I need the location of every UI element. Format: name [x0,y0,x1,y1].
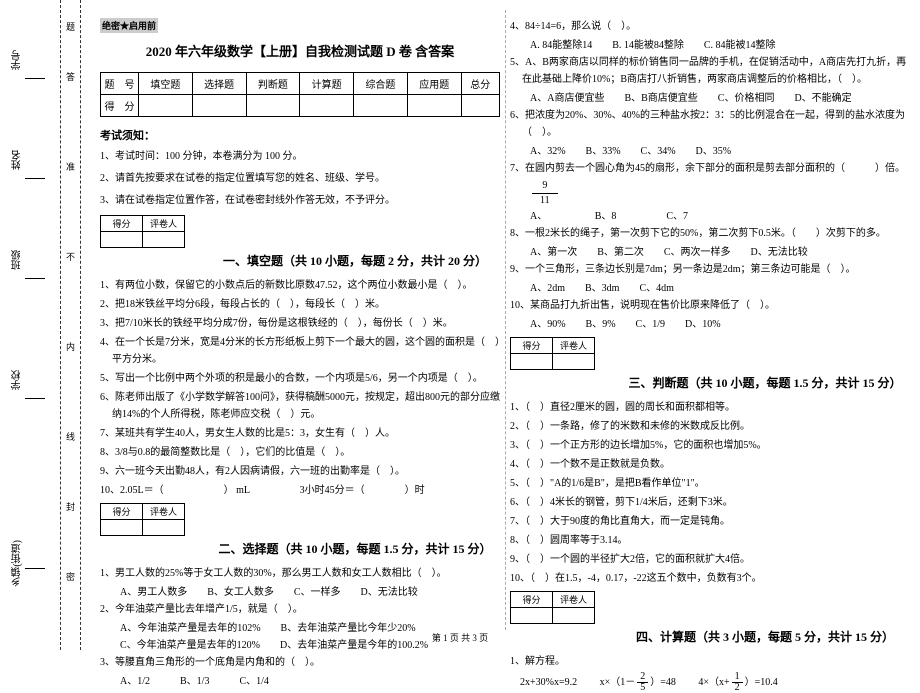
q2-8-opts: A、第一次 B、第二次 C、两次一样多 D、无法比较 [510,244,910,261]
q3-6: 6、（ ）4米长的钢管，剪下1/4米后，还剩下3米。 [510,494,910,511]
binding-underline [25,568,45,569]
right-page: 4、84÷14=6，那么说（ ）。 A. 84能整除14 B. 14能被84整除… [510,18,910,693]
q2-2: 2、今年油菜产量比去年增产1/5，就是（ ）。 [100,601,500,618]
q2-9-opts: A、2dm B、3dm C、4dm [510,280,910,297]
q1-7: 7、某班共有学生40人，男女生人数的比是5：3，女生有（ ）人。 [100,425,500,442]
q4-1: 1、解方程。 [510,653,910,670]
section-3-title: 三、判断题（共 10 小题，每题 1.5 分，共计 15 分） [620,374,910,391]
mark-table-1: 得分评卷人 [100,215,185,248]
q1-3: 3、把7/10米长的铁经平均分成7份，每份是这根铁经的（ ），每份长（ ）米。 [100,315,500,332]
q3-8: 8、（ ）圆周率等于3.14。 [510,532,910,549]
left-page: 绝密★启用前 2020 年六年级数学【上册】自我检测试题 D 卷 含答案 题 号… [100,18,500,690]
seal-char: 题 [66,20,75,33]
notice-3: 3、请在试卷指定位置作答，在试卷密封线外作答无效，不予评分。 [100,193,500,209]
section-2-title: 二、选择题（共 10 小题，每题 1.5 分，共计 15 分） [210,540,500,557]
q1-10: 10、2.05L＝（ ） mL 3小时45分＝（ ）时 [100,482,500,499]
q4-equations: 2x+30%x=9.2 x×（1－25）=48 4×（x+12）=10.4 [510,672,910,693]
q1-9: 9、六一班今天出勤48人，有2人因病请假，六一班的出勤率是（ ）。 [100,463,500,480]
q2-4-opts: A. 84能整除14 B. 14能被84整除 C. 84能被14整除 [510,37,910,54]
binding-label: 班级 [10,250,25,270]
binding-underline [25,178,45,179]
notice-heading: 考试须知： [100,127,500,143]
binding-label: 姓名 [10,150,25,170]
q2-7-opts-text: A、 B、8 C、7 [530,211,688,222]
binding-underline [25,398,45,399]
q3-5: 5、（ ）"A的1/6是B"，是把B看作单位"1"。 [510,475,910,492]
binding-underline [25,278,45,279]
seal-char: 答 [66,70,75,83]
q1-8: 8、3/8与0.8的最简整数比是（ ），它们的比值是（ ）。 [100,444,500,461]
notice-1: 1、考试时间：100 分钟，本卷满分为 100 分。 [100,149,500,165]
q2-10-opts: A、90% B、9% C、1/9 D、10% [510,316,910,333]
score-row-header: 题 号 填空题 选择题 判断题 计算题 综合题 应用题 总分 [101,73,500,95]
q2-6: 6、把浓度为20%、30%、40%的三种盐水按2：3：5的比例混合在一起，得到的… [510,107,910,141]
q2-3: 3、等腰直角三角形的一个底角是内角和的（ ）。 [100,654,500,671]
q1-4: 4、在一个长是7分米，宽是4分米的长方形纸板上剪下一个最大的圆，这个圆的面积是（… [100,334,500,368]
dashed-line-b [80,0,81,650]
q3-7: 7、（ ）大于90度的角比直角大，而一定是钝角。 [510,513,910,530]
seal-char: 不 [66,250,75,263]
secrecy-mark: 绝密★启用前 [100,18,158,33]
q3-10: 10、（ ）在1.5，-4，0.17，-22这五个数中，负数有3个。 [510,570,910,587]
binding-label: 学号 [10,50,25,70]
binding-column: 学号姓名班级学校乡镇(街道) 题答准不内线封密 [0,0,90,650]
q3-3: 3、（ ）一个正方形的边长增加5%，它的面积也增加5%。 [510,437,910,454]
q2-5: 5、A、B两家商店以同样的标价销售同一品牌的手机，在促销活动中，A商店先打九折，… [510,54,910,88]
q2-10: 10、某商品打九折出售，说明现在售价比原来降低了（ ）。 [510,297,910,314]
q1-6: 6、陈老师出版了《小学数学解答100问》，获得稿酬5000元，按规定，超出800… [100,389,500,423]
page-divider [505,10,506,630]
q2-1-opts: A、男工人数多 B、女工人数多 C、一样多 D、无法比较 [100,584,500,601]
dashed-line-a [60,0,61,650]
score-row-blank: 得 分 [101,95,500,117]
q2-7: 7、在圆内剪去一个圆心角为45的扇形，余下部分的面积是剪去部分面积的（ ）倍。 [510,160,910,177]
binding-label: 乡镇(街道) [10,540,25,587]
q2-4: 4、84÷14=6，那么说（ ）。 [510,18,910,35]
fraction-2-5: 25 [637,672,648,693]
q2-3-opts: A、1/2 B、1/3 C、1/4 [100,673,500,690]
score-table: 题 号 填空题 选择题 判断题 计算题 综合题 应用题 总分 得 分 [100,72,500,117]
q1-1: 1、有两位小数，保留它的小数点后的新数比原数47.52，这个两位小数最小是（ ）… [100,277,500,294]
mark-table-4: 得分评卷人 [510,591,595,624]
fraction-1-2: 12 [732,672,743,693]
binding-label: 学校 [10,370,25,390]
section-1-title: 一、填空题（共 10 小题，每题 2 分，共计 20 分） [210,252,500,269]
page-footer: 第 1 页 共 3 页 [0,631,920,644]
seal-char: 密 [66,570,75,583]
q2-6-opts: A、32% B、33% C、34% D、35% [510,143,910,160]
q3-2: 2、（ ）一条路，修了的米数和未修的米数成反比例。 [510,418,910,435]
q2-8: 8、一根2米长的绳子，第一次剪下它的50%，第二次剪下0.5米。（ ）次剪下的多… [510,225,910,242]
exam-title: 2020 年六年级数学【上册】自我检测试题 D 卷 含答案 [100,41,500,60]
seal-char: 封 [66,500,75,513]
q3-4: 4、（ ）一个数不是正数就是负数。 [510,456,910,473]
seal-char: 线 [66,430,75,443]
seal-char: 内 [66,340,75,353]
q2-7-frac: 9 11 A、 B、8 C、7 [510,179,910,225]
q1-2: 2、把18米铁丝平均分6段，每段占长的（ ），每段长（ ）米。 [100,296,500,313]
q3-9: 9、（ ）一个圆的半径扩大2倍，它的面积就扩大4倍。 [510,551,910,568]
q2-5-opts: A、A商店便宜些 B、B商店便宜些 C、价格相同 D、不能确定 [510,90,910,107]
mark-table-2: 得分评卷人 [100,503,185,536]
fraction-9-11: 9 11 [532,179,558,208]
notice-2: 2、请首先按要求在试卷的指定位置填写您的姓名、班级、学号。 [100,171,500,187]
q3-1: 1、（ ）直径2厘米的圆，圆的周长和面积都相等。 [510,399,910,416]
q2-9: 9、一个三角形，三条边长别是7dm；另一条边是2dm；第三条边可能是（ ）。 [510,261,910,278]
q2-1: 1、男工人数的25%等于女工人数的30%，那么男工人数和女工人数相比（ ）。 [100,565,500,582]
mark-table-3: 得分评卷人 [510,337,595,370]
binding-underline [25,78,45,79]
seal-char: 准 [66,160,75,173]
q1-5: 5、写出一个比例中两个外项的积是最小的合数，一个内项是5/6，另一个内项是（ ）… [100,370,500,387]
